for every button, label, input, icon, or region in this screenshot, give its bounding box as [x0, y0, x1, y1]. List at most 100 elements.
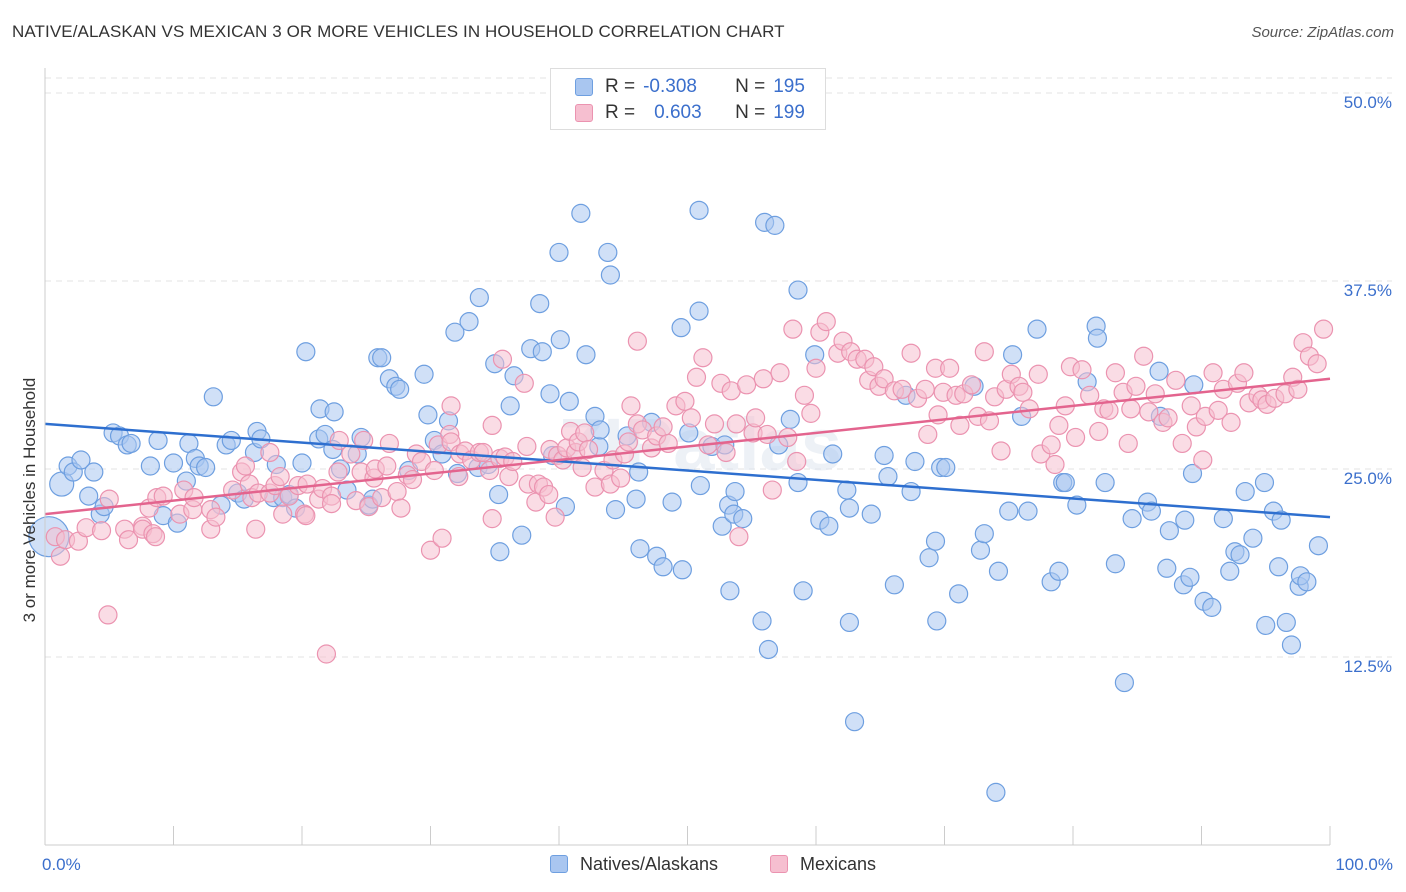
native-point — [725, 481, 745, 502]
native-point — [414, 364, 434, 384]
native-point — [1268, 557, 1289, 577]
mexican-point — [1145, 384, 1165, 404]
mexican-point — [892, 379, 912, 399]
native-point — [712, 516, 732, 536]
legend-item-natives: Natives/Alaskans — [550, 851, 718, 877]
trend-lines — [44, 377, 1331, 519]
mexican-point — [424, 460, 444, 481]
native-point — [839, 612, 860, 633]
native-point — [671, 318, 691, 338]
native-point — [196, 457, 216, 478]
source-label: Source: ZipAtlas.com — [1251, 24, 1394, 41]
mexican-point — [246, 519, 266, 539]
native-point — [71, 450, 91, 470]
native-point — [884, 575, 904, 595]
mexican-point — [145, 527, 166, 547]
native-point — [1182, 463, 1203, 484]
mexican-point — [354, 430, 374, 451]
mexican-point — [1045, 454, 1065, 475]
mexican-point — [1208, 400, 1228, 420]
mexican-point — [627, 331, 647, 351]
mexican-point — [50, 546, 71, 566]
native-point — [550, 330, 570, 350]
mexican-point — [974, 342, 994, 362]
mexicans-n-label: N = — [735, 102, 766, 123]
mexican-point — [1072, 360, 1092, 380]
mexican-point — [991, 441, 1011, 461]
native-point — [844, 712, 865, 732]
natives-trend-line — [44, 422, 1331, 519]
native-point — [927, 611, 947, 631]
mexican-point — [704, 414, 725, 434]
mexican-point — [1158, 408, 1178, 428]
mexican-point — [118, 530, 139, 550]
mexican-point — [1193, 450, 1213, 470]
legend-item-mexicans: Mexicans — [770, 851, 876, 877]
mexican-point — [1221, 412, 1241, 432]
mexican-point — [1080, 385, 1100, 405]
mexican-point — [806, 358, 826, 378]
mexican-point — [482, 509, 502, 529]
native-point — [988, 561, 1009, 581]
mexican-point — [1181, 396, 1201, 416]
mexican-point — [1028, 364, 1048, 384]
native-point — [296, 342, 316, 362]
mexican-point — [473, 442, 493, 463]
native-point — [1281, 635, 1302, 655]
mexican-point — [1126, 376, 1146, 396]
mexicans-legend-label: Mexicans — [800, 853, 877, 874]
mexican-point — [517, 436, 537, 457]
native-point — [390, 379, 410, 399]
native-point — [530, 293, 550, 314]
native-point — [1213, 509, 1233, 529]
mexican-point — [753, 369, 773, 389]
native-point — [163, 453, 184, 473]
mexican-point — [1134, 346, 1154, 366]
native-point — [793, 581, 813, 601]
mexican-point — [91, 521, 112, 541]
native-point — [970, 540, 991, 560]
correlation-legend: R = -0.308 N = 195 R = 0.603 N = 199 — [550, 68, 826, 130]
native-point — [1141, 501, 1161, 521]
native-point — [1202, 597, 1222, 617]
native-point — [469, 287, 489, 308]
mexican-point — [729, 527, 749, 547]
native-point — [605, 500, 626, 520]
mexican-point — [1288, 379, 1308, 399]
mexican-point — [387, 481, 407, 502]
mexican-point — [391, 498, 411, 518]
mexicans-trend-line — [44, 377, 1331, 516]
mexican-point — [273, 504, 293, 524]
mexican-point — [1203, 363, 1223, 383]
native-point — [1003, 345, 1023, 365]
mexican-point — [770, 363, 790, 383]
mexican-point — [402, 469, 423, 490]
mexicans-swatch — [575, 104, 593, 122]
native-point — [662, 492, 682, 512]
native-point — [121, 433, 141, 454]
native-point — [949, 584, 969, 604]
native-point — [788, 280, 808, 300]
mexican-point — [794, 385, 815, 405]
y-tick-label: 25.0% — [1344, 469, 1392, 488]
natives-n-value: 195 — [773, 76, 805, 97]
native-point — [1180, 567, 1200, 587]
mexican-point — [503, 451, 523, 472]
mexican-point — [76, 518, 96, 538]
mexican-point — [979, 411, 1000, 431]
mexicans-r-value: 0.603 — [654, 102, 702, 123]
native-point — [1087, 328, 1108, 348]
mexican-point — [296, 506, 316, 526]
native-point — [1220, 561, 1240, 581]
mexican-point — [1013, 382, 1033, 402]
natives-r-label: R = — [605, 76, 636, 97]
native-point — [626, 489, 646, 509]
native-point — [925, 531, 946, 551]
mexican-point — [621, 396, 641, 416]
mexican-point — [737, 375, 757, 395]
native-point — [788, 472, 808, 493]
mexican-point — [575, 423, 595, 443]
mexican-point — [98, 605, 118, 625]
mexican-point — [1307, 354, 1327, 374]
mexican-point — [1313, 319, 1334, 339]
